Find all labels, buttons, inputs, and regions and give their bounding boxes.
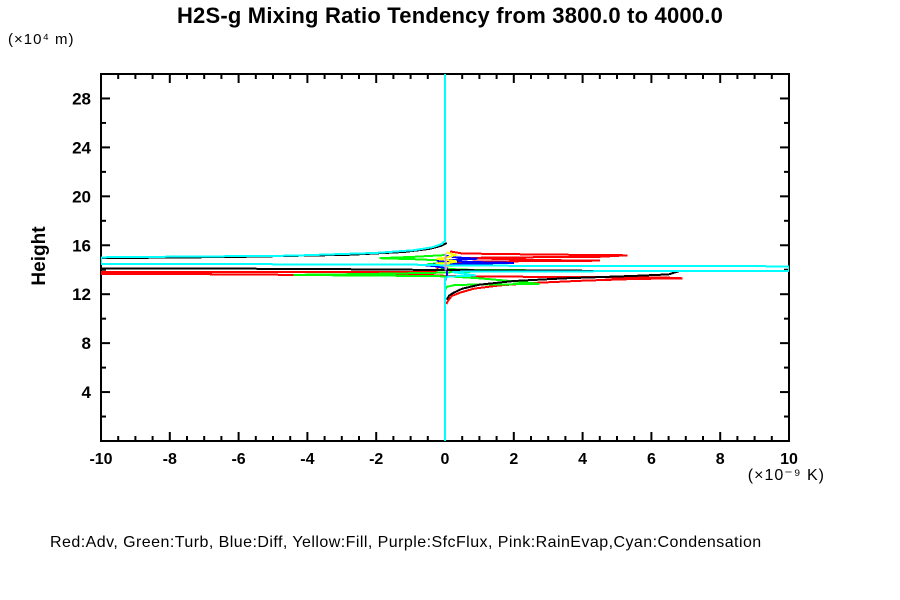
axis-ticks <box>100 74 790 441</box>
x-tick-label: -10 <box>89 451 112 468</box>
y-tick-label: 16 <box>72 236 91 255</box>
x-tick-label: -2 <box>369 451 383 468</box>
series-group <box>101 74 789 441</box>
x-tick-label: 6 <box>647 451 656 468</box>
y-tick-label: 4 <box>82 383 92 402</box>
x-tick-label: 2 <box>509 451 518 468</box>
y-tick-label: 28 <box>72 89 91 108</box>
y-tick-label: 12 <box>72 285 91 304</box>
y-tick-label: 20 <box>72 187 91 206</box>
legend-text: Red:Adv, Green:Turb, Blue:Diff, Yellow:F… <box>50 534 762 551</box>
y-tick-label: 24 <box>72 138 91 157</box>
x-tick-label: -4 <box>300 451 314 468</box>
x-tick-label: 0 <box>441 451 450 468</box>
chart-title: H2S-g Mixing Ratio Tendency from 3800.0 … <box>176 3 724 28</box>
x-tick-label: 8 <box>716 451 725 468</box>
series-diff-line <box>424 254 514 282</box>
x-axis-unit-label: (×10⁻⁹ K) <box>747 467 825 484</box>
x-tick-label: -6 <box>231 451 245 468</box>
y-tick-label: 8 <box>82 334 91 353</box>
x-tick-label: 10 <box>780 451 798 468</box>
x-tick-label: -8 <box>163 451 177 468</box>
y-axis-unit-label: (×10⁴ m) <box>8 31 75 48</box>
x-tick-label: 4 <box>578 451 587 468</box>
series-condensation-line <box>101 74 789 441</box>
